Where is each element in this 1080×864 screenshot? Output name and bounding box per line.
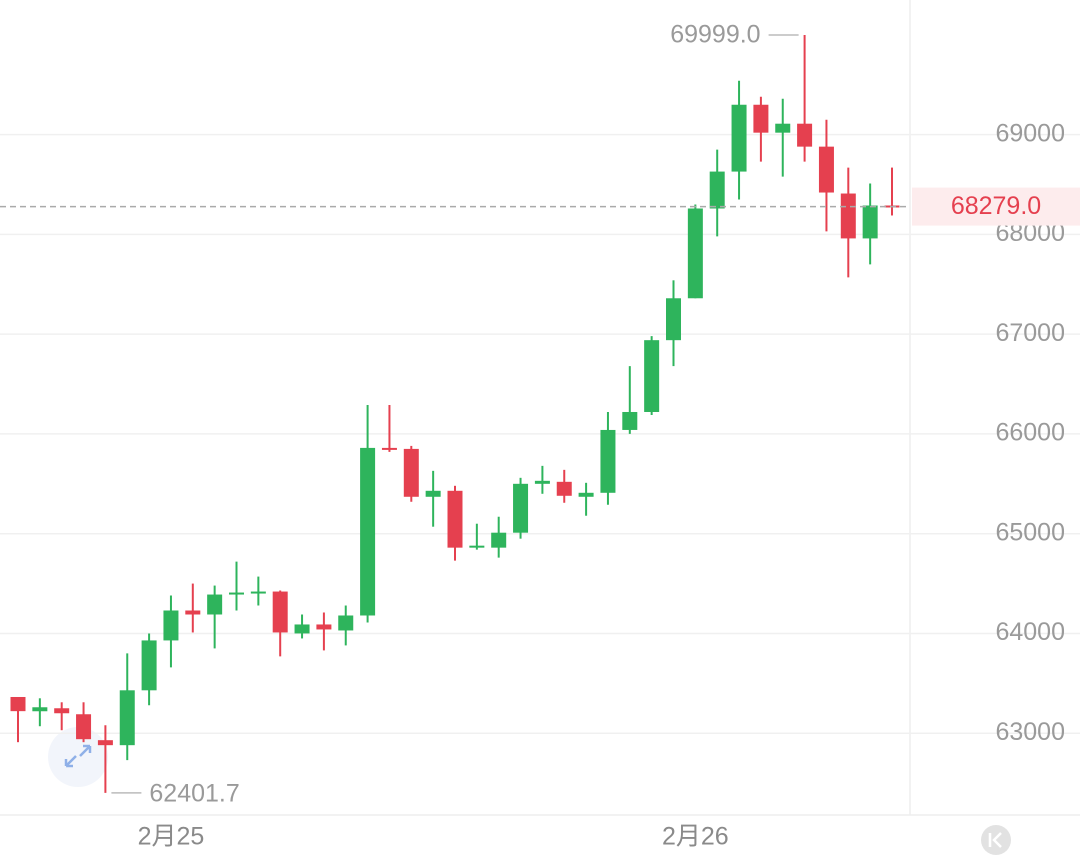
candle-body bbox=[840, 193, 856, 239]
candle-body bbox=[775, 123, 791, 133]
candle-body bbox=[119, 690, 135, 746]
candle-body bbox=[294, 624, 310, 634]
candle-body bbox=[316, 624, 332, 630]
x-tick-label: 2月26 bbox=[662, 823, 729, 851]
candle-body bbox=[381, 447, 397, 450]
candle-body bbox=[666, 298, 681, 341]
candle-body bbox=[447, 490, 463, 548]
y-tick-label: 66000 bbox=[995, 419, 1065, 447]
candle-body bbox=[556, 481, 572, 496]
expand-icon bbox=[64, 744, 92, 768]
candle-body bbox=[163, 610, 179, 641]
candle-body bbox=[862, 205, 878, 239]
candle-body bbox=[338, 615, 354, 631]
candle-body bbox=[250, 591, 266, 594]
y-tick-label: 64000 bbox=[995, 618, 1065, 646]
candle-body bbox=[600, 429, 616, 493]
candle-body bbox=[185, 610, 201, 615]
candle-body bbox=[10, 696, 26, 712]
y-tick-label: 65000 bbox=[995, 518, 1065, 546]
expand-button[interactable] bbox=[48, 727, 108, 787]
candle-body bbox=[403, 448, 419, 497]
candle-body bbox=[534, 480, 550, 484]
candle-body bbox=[578, 492, 594, 497]
min-annotation: 62401.7 bbox=[149, 779, 239, 807]
candle-body bbox=[687, 208, 703, 299]
candle-body bbox=[731, 104, 747, 172]
last-price-bg bbox=[912, 187, 1080, 226]
candle-body bbox=[469, 545, 485, 548]
candle-body bbox=[97, 740, 113, 746]
y-tick-label: 69000 bbox=[995, 119, 1065, 147]
candle-body bbox=[818, 146, 834, 193]
candle-body bbox=[207, 594, 223, 615]
candle-body bbox=[709, 171, 725, 209]
candle-body bbox=[513, 483, 529, 533]
candle-body bbox=[622, 411, 638, 430]
y-tick-label: 67000 bbox=[995, 319, 1065, 347]
last-price-label: 68279.0 bbox=[951, 192, 1041, 220]
candle-body bbox=[360, 447, 376, 616]
max-annotation: 69999.0 bbox=[670, 21, 760, 49]
back-button[interactable] bbox=[981, 825, 1011, 855]
candle-body bbox=[229, 592, 244, 595]
candle-body bbox=[797, 123, 813, 147]
back-icon bbox=[988, 832, 1002, 848]
candle-body bbox=[491, 532, 507, 548]
candle-body bbox=[141, 640, 157, 691]
back-bg bbox=[981, 825, 1011, 855]
y-tick-label: 63000 bbox=[995, 718, 1065, 746]
x-tick-label: 2月25 bbox=[138, 823, 205, 851]
candle-body bbox=[76, 714, 92, 740]
candle-body bbox=[753, 104, 769, 133]
expand-bg bbox=[48, 727, 108, 787]
candle-body bbox=[644, 340, 660, 412]
candle-body bbox=[272, 591, 288, 633]
candle-body bbox=[32, 707, 48, 712]
candle-body bbox=[54, 708, 70, 714]
candle-body bbox=[425, 490, 441, 497]
